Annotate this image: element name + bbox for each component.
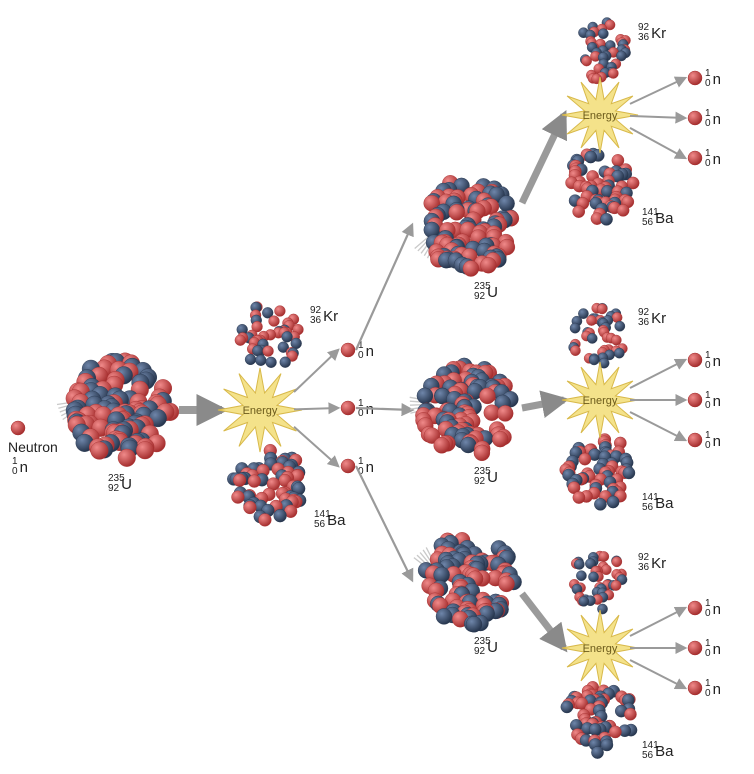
kr-stage1-label: 9236Kr xyxy=(310,305,338,326)
arrow-out-b2 xyxy=(630,412,685,440)
u235-stage1 xyxy=(66,353,179,467)
neutron-out-c0 xyxy=(688,601,702,615)
arrow-out-a0 xyxy=(630,78,685,104)
kr-stage2-a-label: 9236Kr xyxy=(638,22,666,43)
arrow-out-a2 xyxy=(630,128,685,158)
energy-burst-2a-label: Energy xyxy=(583,110,618,122)
neutron-out-b2-label: 10n xyxy=(705,430,721,451)
neutron-n1c xyxy=(341,459,355,473)
initial-neutron xyxy=(11,421,25,435)
neutron-n1a xyxy=(341,343,355,357)
kr-stage2-b-label: 9236Kr xyxy=(638,307,666,328)
neutron-out-b2 xyxy=(688,433,702,447)
ba-stage2-b xyxy=(560,434,635,511)
ba-stage2-c-label: 14156Ba xyxy=(642,740,674,761)
fission-diagram: Neutron10n23592U9236Kr14156BaEnergy10n10… xyxy=(0,0,754,774)
energy-burst-1-label: Energy xyxy=(243,405,278,417)
arrow-U-energy-b xyxy=(522,400,564,408)
u235-stage1-label: 23592U xyxy=(108,473,132,494)
neutron-out-c2 xyxy=(688,681,702,695)
arrow-out-c2 xyxy=(630,660,685,688)
neutron-out-b0-label: 10n xyxy=(705,350,721,371)
arrow-out-c0 xyxy=(630,608,685,636)
initial-neutron-label: 10n xyxy=(12,456,28,477)
kr-stage2-a xyxy=(578,18,630,84)
arrow-n-to-U-b xyxy=(356,408,412,410)
u235-stage2-b xyxy=(415,358,518,461)
arrow-n1a xyxy=(294,350,338,392)
neutron-out-b1 xyxy=(688,393,702,407)
neutron-out-c1-label: 10n xyxy=(705,638,721,659)
neutron-n1b xyxy=(341,401,355,415)
arrow-n-to-U-a xyxy=(356,225,412,350)
kr-stage2-c-label: 9236Kr xyxy=(638,552,666,573)
ba-stage2-c xyxy=(561,681,637,758)
ba-stage1 xyxy=(227,444,306,526)
u235-stage2-b-label: 23592U xyxy=(474,466,498,487)
ba-stage2-a xyxy=(566,148,640,225)
arrow-n-to-U-c xyxy=(356,466,412,580)
ba-stage2-a-label: 14156Ba xyxy=(642,207,674,228)
arrow-n1b xyxy=(294,408,338,409)
arrow-out-b0 xyxy=(630,360,685,388)
neutron-out-c2-label: 10n xyxy=(705,678,721,699)
u235-stage2-c-label: 23592U xyxy=(474,636,498,657)
u235-stage2-c xyxy=(418,532,521,632)
arrow-out-a1 xyxy=(630,116,685,118)
neutron-out-b1-label: 10n xyxy=(705,390,721,411)
arrow-U-energy-c xyxy=(522,594,564,648)
ba-stage2-b-label: 14156Ba xyxy=(642,492,674,513)
neutron-out-b0 xyxy=(688,353,702,367)
kr-stage2-b xyxy=(569,303,628,368)
energy-burst-2b-label: Energy xyxy=(583,395,618,407)
neutron-out-c1 xyxy=(688,641,702,655)
neutron-out-a1-label: 10n xyxy=(705,108,721,129)
u235-stage2-a-label: 23592U xyxy=(474,281,498,302)
u235-stage2-a xyxy=(424,175,519,276)
neutron-out-a2 xyxy=(688,151,702,165)
neutron-out-a1 xyxy=(688,111,702,125)
neutron-word: Neutron xyxy=(8,439,58,455)
kr-stage2-c xyxy=(569,551,627,614)
neutron-out-c0-label: 10n xyxy=(705,598,721,619)
neutron-out-a2-label: 10n xyxy=(705,148,721,169)
neutron-out-a0-label: 10n xyxy=(705,68,721,89)
energy-burst-2c-label: Energy xyxy=(583,643,618,655)
ba-stage1-label: 14156Ba xyxy=(314,509,346,530)
arrow-U-energy-a xyxy=(522,115,564,203)
neutron-out-a0 xyxy=(688,71,702,85)
kr-stage1 xyxy=(235,302,303,368)
neutron-n1a-label: 10n xyxy=(358,340,374,361)
